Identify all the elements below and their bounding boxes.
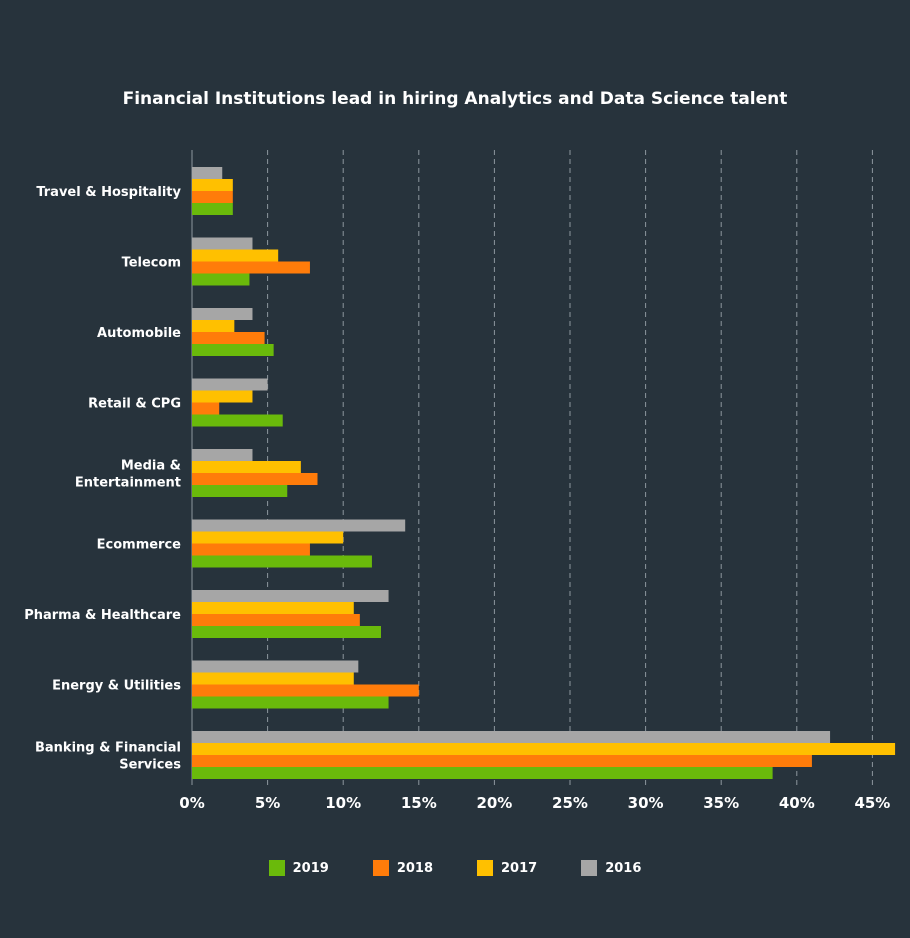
category-label-line: Entertainment bbox=[75, 476, 181, 491]
bar-2016 bbox=[192, 519, 406, 532]
x-tick-label: 10% bbox=[325, 794, 361, 812]
x-tick-label: 30% bbox=[628, 794, 664, 812]
bar-chart: Travel & Hospitality Telecom Automobile Ret… bbox=[24, 150, 896, 812]
category-label-line: Ecommerce bbox=[97, 538, 182, 553]
bar-2019 bbox=[192, 555, 372, 568]
bar-2019 bbox=[192, 273, 250, 286]
legend-swatch bbox=[477, 860, 493, 876]
bar-2017 bbox=[192, 531, 344, 544]
legend-label: 2019 bbox=[292, 860, 329, 876]
category-label: Banking & Financial Services bbox=[35, 741, 181, 773]
category-label: Telecom bbox=[122, 256, 181, 271]
category-label-line: Banking & Financial bbox=[35, 741, 181, 756]
bar-2018 bbox=[192, 543, 310, 556]
legend-label: 2016 bbox=[605, 860, 642, 876]
legend-label: 2017 bbox=[501, 860, 538, 876]
legend-label: 2018 bbox=[396, 860, 433, 876]
x-tick-label: 5% bbox=[255, 794, 280, 812]
legend-swatch bbox=[372, 860, 389, 876]
x-tick-label: 35% bbox=[703, 794, 739, 812]
bar-2019 bbox=[192, 344, 274, 356]
bars bbox=[192, 167, 896, 779]
category-label-line: Services bbox=[119, 758, 181, 773]
bar-2018 bbox=[192, 191, 233, 203]
category-label-line: Travel & Hospitality bbox=[36, 185, 181, 200]
bar-2019 bbox=[192, 414, 283, 427]
bar-2016 bbox=[192, 237, 253, 250]
category-label-line: Energy & Utilities bbox=[52, 679, 181, 694]
bar-2017 bbox=[192, 249, 279, 262]
chart-title: Financial Institutions lead in hiring An… bbox=[122, 89, 788, 109]
bar-2019 bbox=[192, 485, 288, 497]
category-label: Automobile bbox=[97, 326, 181, 341]
bar-2016 bbox=[192, 167, 223, 179]
x-tick-labels: 0% 5% 10% 15% 20% 25% 30% 35% 40% 45% bbox=[179, 794, 890, 812]
legend-swatch bbox=[581, 860, 598, 876]
bar-2018 bbox=[192, 614, 360, 626]
category-labels: Travel & Hospitality Telecom Automobile Ret… bbox=[24, 185, 181, 773]
bar-2018 bbox=[192, 473, 318, 485]
x-tick-label: 20% bbox=[476, 794, 512, 812]
bar-2019 bbox=[192, 626, 381, 638]
category-label-line: Pharma & Healthcare bbox=[24, 608, 181, 623]
bar-2018 bbox=[192, 332, 265, 344]
category-label: Ecommerce bbox=[97, 538, 182, 553]
category-label: Retail & CPG bbox=[88, 397, 181, 412]
legend-item-2019: 2019 bbox=[268, 860, 329, 876]
category-label: Pharma & Healthcare bbox=[24, 608, 181, 623]
bar-2019 bbox=[192, 696, 389, 709]
bar-2016 bbox=[192, 449, 253, 461]
bar-2017 bbox=[192, 461, 301, 473]
category-label: Travel & Hospitality bbox=[36, 185, 181, 200]
bar-2017 bbox=[192, 672, 354, 685]
category-label: Media & Entertainment bbox=[75, 459, 181, 491]
legend-item-2017: 2017 bbox=[477, 860, 537, 876]
bar-2018 bbox=[192, 755, 812, 767]
bar-2017 bbox=[192, 179, 233, 191]
bar-2017 bbox=[192, 602, 354, 614]
category-label-line: Automobile bbox=[97, 326, 181, 341]
category-label-line: Media & bbox=[121, 459, 181, 474]
bar-2016 bbox=[192, 660, 359, 673]
bar-2016 bbox=[192, 378, 268, 391]
category-label: Energy & Utilities bbox=[52, 679, 181, 694]
bar-2019 bbox=[192, 203, 233, 215]
category-label-line: Retail & CPG bbox=[88, 397, 181, 412]
x-tick-label: 15% bbox=[401, 794, 437, 812]
bar-2016 bbox=[192, 731, 831, 743]
bar-2018 bbox=[192, 261, 310, 274]
x-tick-label: 25% bbox=[552, 794, 588, 812]
bar-2019 bbox=[192, 767, 773, 779]
bar-2018 bbox=[192, 684, 419, 697]
x-tick-label: 45% bbox=[854, 794, 890, 812]
legend-item-2018: 2018 bbox=[372, 860, 433, 876]
x-tick-label: 0% bbox=[179, 794, 204, 812]
legend: 2019 2018 2017 2016 bbox=[0, 860, 910, 876]
x-tick-label: 40% bbox=[779, 794, 815, 812]
category-label-line: Telecom bbox=[122, 256, 181, 271]
bar-2018 bbox=[192, 402, 220, 415]
bar-2017 bbox=[192, 320, 235, 332]
bar-2016 bbox=[192, 590, 389, 602]
legend-swatch bbox=[268, 860, 285, 876]
bar-2017 bbox=[192, 390, 253, 403]
bar-2017 bbox=[192, 743, 896, 755]
legend-item-2016: 2016 bbox=[581, 860, 641, 876]
bar-2016 bbox=[192, 308, 253, 320]
